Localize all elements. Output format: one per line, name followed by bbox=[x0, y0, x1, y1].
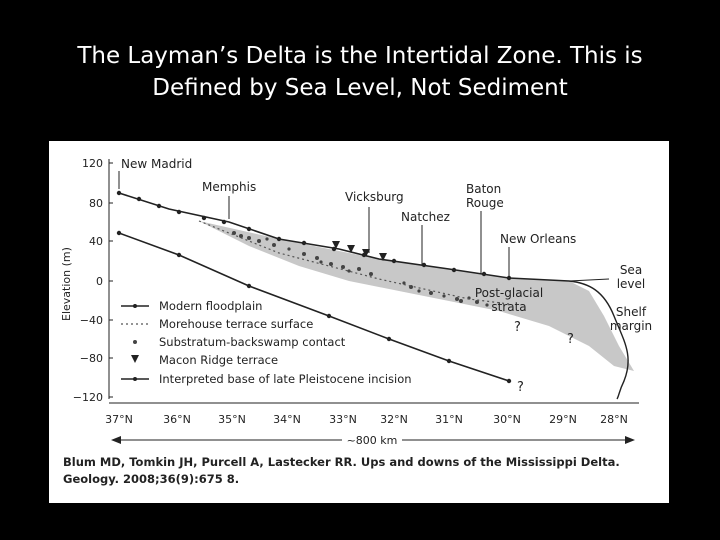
y-axis-ticks bbox=[109, 162, 113, 398]
distance-arrow-left-head bbox=[111, 436, 121, 444]
sea-level-pointer bbox=[568, 278, 610, 282]
post-glacial-strata-area bbox=[199, 221, 634, 371]
x-tick-label: 30°N bbox=[493, 413, 521, 426]
place-label-new-madrid: New Madrid bbox=[121, 157, 192, 171]
slide-title: The Layman’s Delta is the Intertidal Zon… bbox=[40, 40, 680, 104]
place-labels: New Madrid Memphis Vicksburg Natchez Bat… bbox=[121, 157, 576, 246]
post-glacial-label-2: strata bbox=[491, 300, 526, 314]
caption-line-2: Geology. 2008;36(9):675 8. bbox=[63, 472, 240, 486]
shelf-curve bbox=[568, 280, 629, 400]
slide-title-line-1: The Layman’s Delta is the Intertidal Zon… bbox=[77, 43, 643, 69]
x-tick-label: 33°N bbox=[329, 413, 357, 426]
incision-points bbox=[116, 230, 512, 384]
legend-label: Substratum-backswamp contact bbox=[159, 335, 346, 349]
legend-label: Interpreted base of late Pleistocene inc… bbox=[159, 372, 412, 386]
shelf-margin-label-1: Shelf bbox=[616, 305, 647, 319]
y-tick-label: −120 bbox=[73, 391, 103, 404]
modern-floodplain-line bbox=[118, 192, 570, 282]
distance-label: ~800 km bbox=[347, 434, 398, 447]
place-label-baton-rouge-1: Baton bbox=[466, 182, 501, 196]
y-tick-label: 80 bbox=[89, 197, 103, 210]
y-tick-label: 120 bbox=[82, 157, 103, 170]
y-axis-title: Elevation (m) bbox=[60, 247, 73, 321]
place-label-baton-rouge-2: Rouge bbox=[466, 196, 504, 210]
x-tick-label: 28°N bbox=[600, 413, 628, 426]
x-tick-label: 36°N bbox=[163, 413, 191, 426]
x-tick-label: 31°N bbox=[435, 413, 463, 426]
substratum-points bbox=[232, 231, 489, 307]
shelf-margin-label-2: margin bbox=[610, 319, 652, 333]
cross-section-figure: 120 80 40 0 −40 −80 −120 Elevation (m) 3… bbox=[60, 157, 652, 448]
figure-caption: Blum MD, Tomkin JH, Purcell A, Lastecker… bbox=[63, 454, 653, 488]
figure-panel: 120 80 40 0 −40 −80 −120 Elevation (m) 3… bbox=[49, 141, 669, 503]
sea-level-label-2: level bbox=[617, 277, 646, 291]
place-label-memphis: Memphis bbox=[202, 180, 256, 194]
place-label-new-orleans: New Orleans bbox=[500, 232, 576, 246]
caption-line-1: Blum MD, Tomkin JH, Purcell A, Lastecker… bbox=[63, 455, 620, 469]
place-label-natchez: Natchez bbox=[401, 210, 450, 224]
legend-label: Morehouse terrace surface bbox=[159, 317, 313, 331]
legend-label: Macon Ridge terrace bbox=[159, 353, 278, 367]
question-mark: ? bbox=[567, 332, 574, 347]
macon-ridge-markers bbox=[332, 241, 387, 261]
sea-level-label-1: Sea bbox=[620, 263, 642, 277]
right-annotations: Sea level Shelf margin Post-glacial stra… bbox=[475, 263, 652, 333]
question-mark: ? bbox=[514, 320, 521, 335]
distance-arrow-right-head bbox=[625, 436, 635, 444]
x-tick-label: 32°N bbox=[380, 413, 408, 426]
slide-title-line-2: Defined by Sea Level, Not Sediment bbox=[152, 75, 568, 101]
place-label-vicksburg: Vicksburg bbox=[345, 190, 404, 204]
y-axis-labels: 120 80 40 0 −40 −80 −120 bbox=[73, 157, 103, 404]
legend-label: Modern floodplain bbox=[159, 299, 262, 313]
y-tick-label: 40 bbox=[89, 235, 103, 248]
question-mark: ? bbox=[517, 380, 524, 395]
x-tick-label: 35°N bbox=[218, 413, 246, 426]
x-axis-labels: 37°N 36°N 35°N 34°N 33°N 32°N 31°N 30°N … bbox=[105, 413, 628, 426]
x-tick-label: 34°N bbox=[273, 413, 301, 426]
y-tick-label: 0 bbox=[96, 275, 103, 288]
morehouse-terrace-line bbox=[198, 220, 510, 305]
floodplain-points bbox=[116, 190, 512, 281]
legend: Modern floodplain Morehouse terrace surf… bbox=[121, 299, 412, 386]
y-tick-label: −40 bbox=[80, 314, 103, 327]
x-tick-label: 37°N bbox=[105, 413, 133, 426]
place-arrows bbox=[118, 171, 510, 277]
distance-label-bg bbox=[342, 432, 402, 448]
y-tick-label: −80 bbox=[80, 352, 103, 365]
x-tick-label: 29°N bbox=[549, 413, 577, 426]
post-glacial-label-1: Post-glacial bbox=[475, 286, 543, 300]
question-marks: ? ? ? bbox=[514, 320, 574, 395]
